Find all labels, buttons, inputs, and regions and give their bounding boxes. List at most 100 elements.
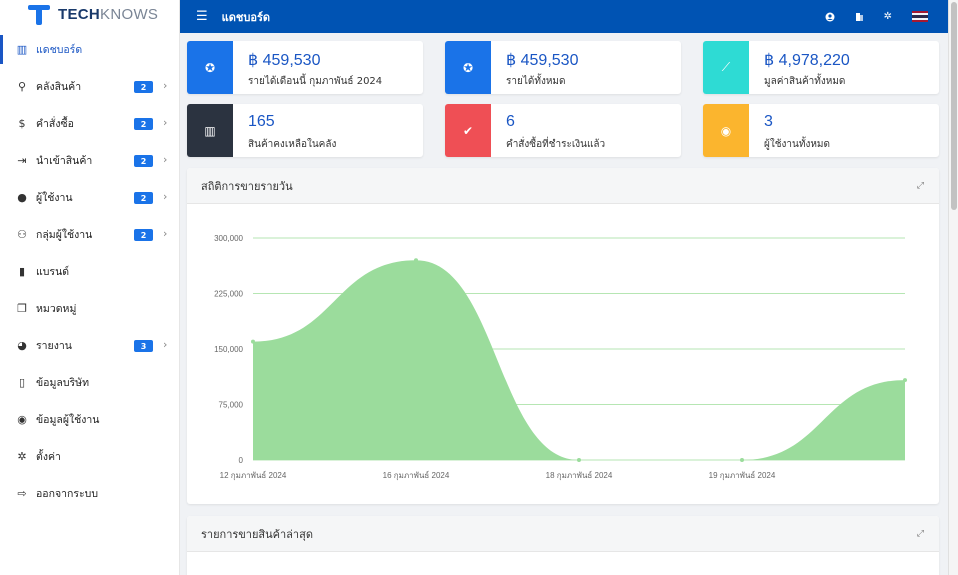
- sidebar-item-0[interactable]: ▥ แดชบอร์ด: [0, 31, 179, 68]
- flag-stripe: [912, 20, 928, 22]
- stat-card[interactable]: ✪ ฿ 459,530 รายได้ทั้งหมด: [445, 41, 681, 94]
- stat-label: ผู้ใช้งานทั้งหมด: [764, 139, 831, 150]
- gear-icon: ✲: [17, 450, 27, 463]
- flag-stripe: [912, 12, 928, 15]
- expand-icon[interactable]: ⤢: [916, 529, 924, 539]
- stat-label: รายได้เดือนนี้ กุมภาพันธ์ 2024: [248, 76, 383, 87]
- logo-icon: [28, 3, 50, 25]
- flag-stripe: [912, 18, 928, 21]
- logout-icon: ⇨: [17, 487, 27, 500]
- latest-sales-panel: รายการขายสินค้าล่าสุด ⤢: [187, 516, 939, 575]
- hamburger-menu-icon[interactable]: ☰: [196, 9, 208, 24]
- data-point[interactable]: [740, 458, 744, 462]
- stat-label: สินค้าคงเหลือในคลัง: [248, 139, 337, 150]
- chevron-right-icon[interactable]: ›: [163, 338, 168, 351]
- company-icon[interactable]: [855, 12, 864, 22]
- trend-icon: ⟋: [703, 41, 749, 94]
- sidebar-item-label: แบรนด์: [36, 266, 70, 278]
- sidebar-item-label: ออกจากระบบ: [36, 488, 98, 500]
- sidebar-item-6[interactable]: ▮ แบรนด์: [0, 253, 179, 290]
- star-icon: ✪: [445, 41, 491, 94]
- sidebar-item-8[interactable]: ◕ รายงาน 3 ›: [0, 327, 179, 364]
- profile-icon[interactable]: [825, 12, 835, 22]
- gear-icon[interactable]: ✲: [883, 11, 892, 22]
- user-circle-icon: ◉: [703, 104, 749, 157]
- daily-sales-chart: 300,000 225,000 150,000 75,000 0 12 กุมภาพันธ…: [214, 234, 907, 480]
- count-badge: 2: [134, 118, 153, 130]
- sidebar-item-10[interactable]: ◉ ข้อมูลผู้ใช้งาน: [0, 401, 179, 438]
- data-point[interactable]: [577, 458, 581, 462]
- users-icon: ⚇: [17, 228, 27, 241]
- brand-name: TECHKNOWS: [58, 5, 159, 23]
- dollar-icon: $: [18, 117, 26, 130]
- sidebar-item-2[interactable]: $ คำสั่งซื้อ 2 ›: [0, 105, 179, 142]
- category-icon: ❐: [17, 302, 27, 315]
- count-badge: 2: [134, 192, 153, 204]
- stat-value: 6: [506, 113, 515, 130]
- stat-card[interactable]: ▥ 165 สินค้าคงเหลือในคลัง: [187, 104, 423, 157]
- sidebar-item-11[interactable]: ✲ ตั้งค่า: [0, 438, 179, 475]
- data-point[interactable]: [414, 258, 418, 263]
- sidebar-menu: ▥ แดชบอร์ด ⚲ คลังสินค้า 2 › $ คำสั่งซื้อ 2 › ⇥ นำเข…: [0, 31, 179, 512]
- page-scrollbar[interactable]: [948, 0, 958, 575]
- y-tick-label: 150,000: [214, 345, 243, 354]
- expand-icon[interactable]: ⤢: [916, 181, 924, 191]
- stat-card[interactable]: ⟋ ฿ 4,978,220 มูลค่าสินค้าทั้งหมด: [703, 41, 939, 94]
- flag-stripe: [912, 16, 928, 19]
- chart-bar-icon: ▥: [16, 43, 28, 56]
- daily-sales-panel: สถิติการขายรายวัน ⤢ 300,000 225,000 150,00…: [187, 168, 939, 504]
- sidebar-item-1[interactable]: ⚲ คลังสินค้า 2 ›: [0, 68, 179, 105]
- sidebar-item-label: คลังสินค้า: [36, 81, 82, 93]
- stat-label: รายได้ทั้งหมด: [506, 76, 566, 87]
- stat-card[interactable]: ✪ ฿ 459,530 รายได้เดือนนี้ กุมภาพันธ์ 2024: [187, 41, 423, 94]
- count-badge: 2: [134, 155, 153, 167]
- flag-stripe: [912, 14, 928, 17]
- stat-value: 165: [248, 113, 275, 130]
- user-circle-icon: ◉: [17, 413, 27, 426]
- sidebar-item-label: หมวดหมู่: [36, 303, 77, 315]
- chevron-right-icon[interactable]: ›: [163, 116, 168, 129]
- stat-value: ฿ 4,978,220: [764, 52, 850, 69]
- chevron-right-icon[interactable]: ›: [163, 227, 168, 240]
- chevron-right-icon[interactable]: ›: [163, 153, 168, 166]
- building-icon: ▯: [18, 376, 26, 389]
- warehouse-icon: ⚲: [17, 80, 27, 93]
- pie-chart-icon: ◕: [17, 339, 27, 352]
- sidebar-item-4[interactable]: ● ผู้ใช้งาน 2 ›: [0, 179, 179, 216]
- sidebar-item-label: นำเข้าสินค้า: [36, 155, 93, 167]
- sidebar-item-7[interactable]: ❐ หมวดหมู่: [0, 290, 179, 327]
- stat-label: มูลค่าสินค้าทั้งหมด: [764, 76, 846, 87]
- y-tick-label: 225,000: [214, 290, 243, 299]
- chevron-right-icon[interactable]: ›: [163, 190, 168, 203]
- count-badge: 2: [134, 229, 153, 241]
- x-tick-label: 18 กุมภาพันธ์ 2024: [546, 470, 613, 480]
- brand-icon: ▮: [18, 265, 26, 278]
- flag-stripe: [912, 11, 928, 13]
- stat-value: ฿ 459,530: [506, 52, 579, 69]
- import-icon: ⇥: [17, 154, 27, 167]
- sidebar-item-5[interactable]: ⚇ กลุ่มผู้ใช้งาน 2 ›: [0, 216, 179, 253]
- sidebar-item-12[interactable]: ⇨ ออกจากระบบ: [0, 475, 179, 512]
- sidebar: TECHKNOWS ▥ แดชบอร์ด ⚲ คลังสินค้า 2 › $ คำสั่งซ…: [0, 0, 180, 575]
- star-icon: ✪: [187, 41, 233, 94]
- sidebar-item-3[interactable]: ⇥ นำเข้าสินค้า 2 ›: [0, 142, 179, 179]
- scrollbar-thumb[interactable]: [951, 2, 957, 210]
- latest-sales-title: รายการขายสินค้าล่าสุด: [201, 527, 313, 541]
- brand-logo[interactable]: TECHKNOWS: [0, 0, 179, 28]
- language-flag-icon[interactable]: [912, 11, 928, 22]
- stat-card[interactable]: ◉ 3 ผู้ใช้งานทั้งหมด: [703, 104, 939, 157]
- data-point[interactable]: [251, 339, 255, 344]
- sidebar-item-9[interactable]: ▯ ข้อมูลบริษัท: [0, 364, 179, 401]
- y-tick-label: 0: [239, 456, 244, 465]
- y-tick-label: 300,000: [214, 234, 243, 243]
- stat-card[interactable]: ✔ 6 คำสั่งซื้อที่ชำระเงินแล้ว: [445, 104, 681, 157]
- sidebar-item-label: แดชบอร์ด: [36, 44, 83, 56]
- daily-sales-title: สถิติการขายรายวัน: [201, 179, 293, 193]
- data-point[interactable]: [903, 378, 907, 383]
- sidebar-item-label: คำสั่งซื้อ: [36, 118, 74, 130]
- barcode-icon: ▥: [187, 104, 233, 157]
- sidebar-item-label: ข้อมูลบริษัท: [36, 377, 89, 389]
- chevron-right-icon[interactable]: ›: [163, 79, 168, 92]
- stat-value: 3: [764, 113, 773, 130]
- sales-area-series[interactable]: [253, 260, 905, 460]
